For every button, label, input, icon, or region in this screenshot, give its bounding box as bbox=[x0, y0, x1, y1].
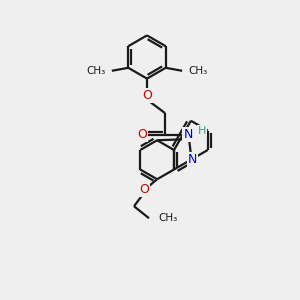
Text: CH₃: CH₃ bbox=[86, 66, 105, 76]
Text: O: O bbox=[137, 128, 147, 141]
Text: N: N bbox=[188, 153, 197, 166]
Text: H: H bbox=[198, 126, 206, 136]
Text: CH₃: CH₃ bbox=[189, 66, 208, 76]
Text: O: O bbox=[142, 88, 152, 102]
Text: N: N bbox=[183, 128, 193, 141]
Text: O: O bbox=[140, 183, 149, 196]
Text: CH₃: CH₃ bbox=[158, 213, 177, 223]
